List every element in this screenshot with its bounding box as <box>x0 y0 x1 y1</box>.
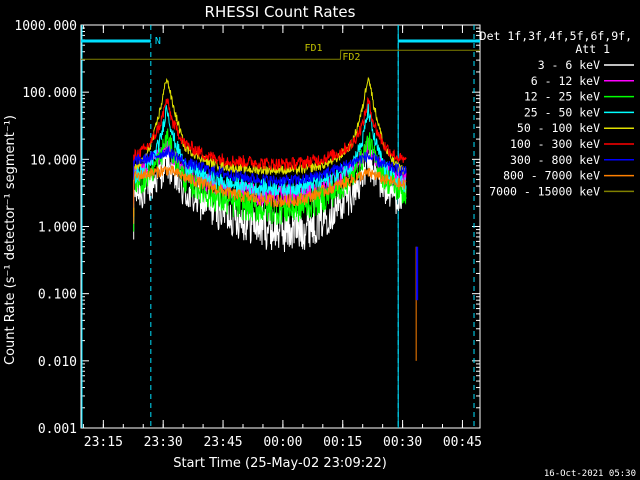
annotation-label: FD1 <box>304 43 322 54</box>
x-tick-label: 00:45 <box>443 435 482 450</box>
x-tick-label: 23:45 <box>203 435 242 450</box>
legend-title-line-2: Att 1 <box>575 42 610 56</box>
legend: Det 1f,3f,4f,5f,6f,9f, Att 1 3 - 6 keV 6 … <box>480 29 634 198</box>
legend-label: 100 - 300 keV <box>510 137 600 151</box>
legend-label: 800 - 7000 keV <box>503 169 600 183</box>
y-tick-label: 100.000 <box>22 86 77 101</box>
annotation-label: N <box>155 36 161 47</box>
y-tick-label: 1000.000 <box>14 19 77 34</box>
x-tick-label: 00:30 <box>383 435 422 450</box>
x-tick-label: 23:15 <box>84 435 123 450</box>
series-line-6 <box>133 145 407 208</box>
series-lines <box>81 49 480 361</box>
legend-label: 3 - 6 keV <box>538 58 600 72</box>
x-tick-label: 00:15 <box>323 435 362 450</box>
x-tick-label: 00:00 <box>263 435 302 450</box>
x-tick-label: 23:30 <box>144 435 183 450</box>
annotation-label: FD2 <box>342 52 360 63</box>
series-line-5 <box>133 96 407 204</box>
chart-title: RHESSI Count Rates <box>205 3 356 21</box>
time-markers <box>81 25 480 428</box>
y-tick-label: 1.000 <box>38 221 77 236</box>
x-axis-ticks: 23:15 23:30 23:45 00:00 00:15 00:30 00:45 <box>82 25 482 450</box>
y-axis-ticks: 1000.000 100.000 10.000 1.000 0.100 0.010 0.00… <box>14 19 480 437</box>
series-line-7 <box>133 165 407 224</box>
legend-label: 12 - 25 keV <box>524 90 600 104</box>
x-axis-label: Start Time (25-May-02 23:09:22) <box>173 456 387 471</box>
series-line-8 <box>81 49 480 60</box>
series-line-3 <box>133 103 407 224</box>
legend-label: 7000 - 15000 keV <box>489 184 600 198</box>
y-tick-label: 0.001 <box>38 422 77 437</box>
y-tick-label: 0.100 <box>38 288 77 303</box>
legend-label: 25 - 50 keV <box>524 105 600 119</box>
legend-label: 6 - 12 keV <box>531 74 600 88</box>
series-line-0 <box>133 147 407 253</box>
y-tick-label: 10.000 <box>30 153 77 168</box>
timestamp: 16-Oct-2021 05:30 <box>544 469 636 479</box>
plot-frame <box>80 24 481 429</box>
legend-title-line-1: Det 1f,3f,4f,5f,6f,9f, <box>480 29 632 43</box>
annotations: N FD1 FD2 <box>155 36 361 63</box>
plot-axes <box>80 24 481 429</box>
y-tick-label: 0.010 <box>38 355 77 370</box>
legend-label: 300 - 800 keV <box>510 153 600 167</box>
legend-label: 50 - 100 keV <box>517 121 600 135</box>
y-axis-label: Count Rate (s⁻¹ detector⁻¹ segment⁻¹) <box>3 115 18 365</box>
